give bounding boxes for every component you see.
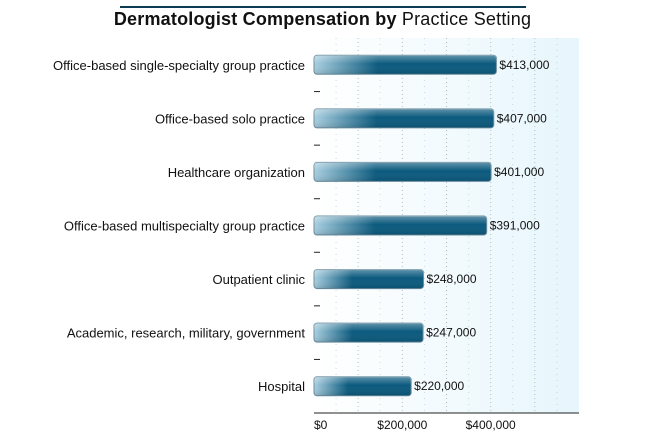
data-label: $407,000 [497,111,547,125]
category-label: Office-based single-specialty group prac… [53,58,305,73]
bar-highlight [314,216,487,235]
category-label: Healthcare organization [168,165,305,180]
chart-title-bold: Dermatologist Compensation by [113,9,397,29]
bars: $413,000 Office-based single-specialty gr… [53,54,550,397]
chart-title-area: Dermatologist Compensation by Practice S… [0,0,645,40]
data-label: $248,000 [427,272,477,286]
bar-highlight [314,108,494,128]
x-tick-label: $0 [314,418,328,432]
category-label: Office-based solo practice [155,111,305,126]
bar-highlight [314,162,492,182]
data-label: $391,000 [490,219,540,233]
category-label: Outpatient clinic [213,272,306,287]
grid-lines [335,38,558,413]
data-label: $401,000 [494,165,544,179]
data-label: $220,000 [414,379,464,393]
bar-highlight [314,55,497,75]
chart-title-regular: Practice Setting [401,9,532,29]
chart-title: Dermatologist Compensation by Practice S… [0,9,645,30]
x-tick-label: $400,000 [466,418,516,432]
category-label: Hospital [258,379,305,394]
category-label: Academic, research, military, government [67,326,306,341]
data-label: $247,000 [426,326,476,340]
title-rule [120,6,526,8]
x-tick-label: $200,000 [377,418,427,432]
data-label: $413,000 [499,58,549,72]
x-axis: $0 $200,000 $400,000 [314,412,579,432]
bar-highlight [314,376,412,396]
category-label: Office-based multispecialty group practi… [64,219,305,234]
bar-highlight [314,323,424,343]
bar-highlight [314,269,424,289]
